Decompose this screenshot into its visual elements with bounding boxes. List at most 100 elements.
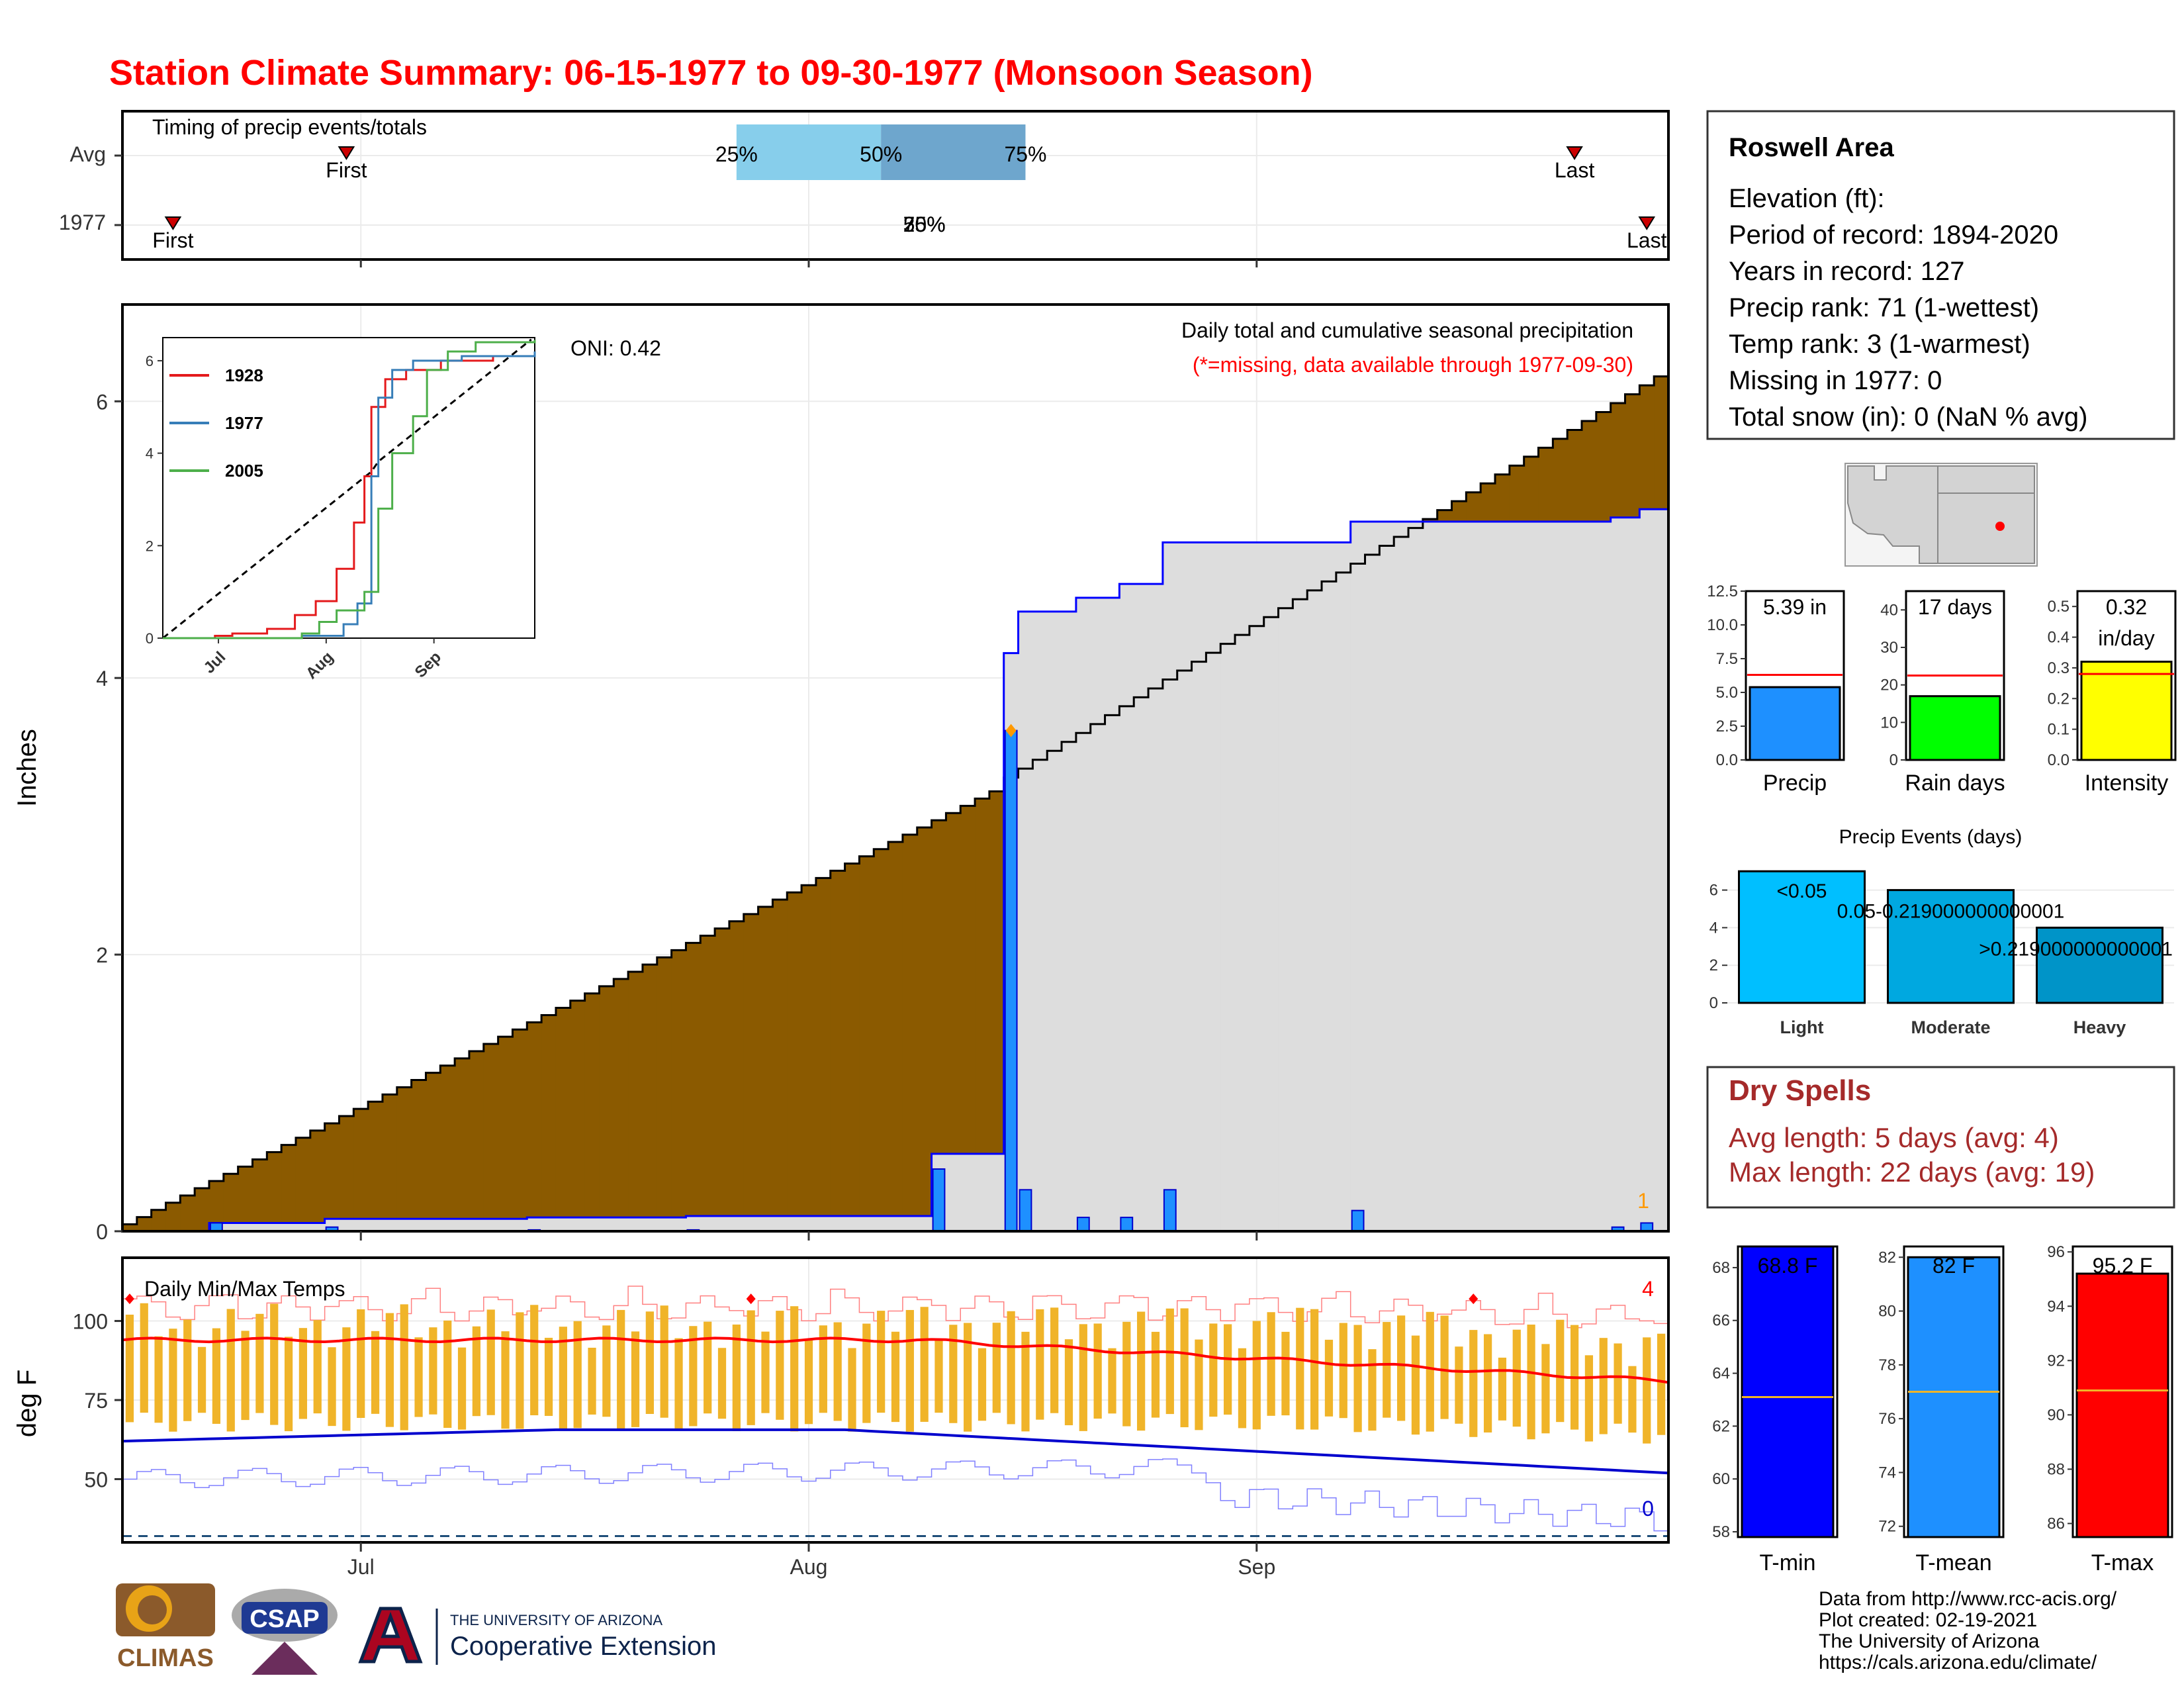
daily-temp-bar bbox=[978, 1348, 987, 1421]
daily-temp-bar bbox=[169, 1329, 177, 1432]
events-y-tick-label: 2 bbox=[1709, 957, 1718, 974]
precip-deficit-area bbox=[368, 1102, 383, 1219]
daily-temp-bar bbox=[1209, 1323, 1218, 1417]
precip-deficit-area bbox=[1451, 501, 1467, 522]
timing-q1-box bbox=[736, 124, 882, 180]
daily-temp-bar bbox=[241, 1331, 250, 1421]
precip-deficit-area bbox=[946, 813, 961, 1154]
daily-precip-bar bbox=[1351, 1209, 1365, 1233]
daily-temp-bar bbox=[1165, 1308, 1174, 1415]
mini-chart-y-tick-label: 2.5 bbox=[1716, 718, 1738, 735]
precip-deficit-area bbox=[686, 943, 701, 1217]
mini-chart-bar bbox=[1749, 686, 1841, 761]
temp-bar-y-tick-label: 88 bbox=[2047, 1460, 2065, 1478]
daily-temp-bar bbox=[920, 1307, 929, 1422]
temp-bar-label: T-min bbox=[1760, 1550, 1816, 1575]
precip-y-tick-label: 4 bbox=[96, 667, 108, 690]
daily-temp-bar bbox=[1122, 1321, 1131, 1427]
daily-precip-bar bbox=[932, 1168, 946, 1232]
figure-title: Station Climate Summary: 06-15-1977 to 0… bbox=[109, 53, 1313, 93]
daily-temp-bar bbox=[255, 1313, 264, 1413]
daily-temp-bar bbox=[1036, 1309, 1044, 1420]
daily-temp-bar bbox=[1296, 1307, 1304, 1430]
timing-q2-box bbox=[881, 124, 1026, 180]
events-bar-label: <0.05 bbox=[1777, 880, 1827, 902]
temp-bar-y-tick-label: 94 bbox=[2047, 1297, 2065, 1315]
precip-deficit-area bbox=[715, 928, 730, 1217]
observed-below-avg bbox=[1350, 563, 1366, 1231]
daily-temp-bar bbox=[964, 1323, 972, 1432]
mini-chart-y-tick-label: 5.0 bbox=[1716, 684, 1738, 702]
mini-chart-label: Precip bbox=[1763, 771, 1827, 796]
dry-spells-max: Max length: 22 days (avg: 19) bbox=[1729, 1156, 2095, 1188]
precip-deficit-area bbox=[339, 1116, 354, 1219]
info-line-missing: Missing in 1977: 0 bbox=[1729, 366, 1942, 395]
precip-deficit-area bbox=[469, 1051, 484, 1219]
precip-deficit-area bbox=[1524, 456, 1539, 522]
observed-below-avg bbox=[1075, 733, 1091, 1231]
precip-deficit-area bbox=[830, 870, 846, 1217]
x-axis-tick-label: Aug bbox=[790, 1555, 828, 1579]
precip-deficit-area bbox=[151, 1209, 166, 1231]
precip-deficit-area bbox=[1495, 474, 1510, 522]
daily-temp-bar bbox=[1584, 1355, 1594, 1442]
observed-below-avg bbox=[1249, 626, 1265, 1231]
daily-temp-bar bbox=[689, 1326, 698, 1427]
precip-deficit-area bbox=[483, 1044, 499, 1219]
observed-below-avg bbox=[1293, 599, 1308, 1231]
avg-first-marker bbox=[338, 146, 355, 160]
footer-line-data: Data from http://www.rcc-acis.org/ bbox=[1819, 1588, 2117, 1610]
precip-deficit-area bbox=[223, 1174, 239, 1223]
precip-deficit-area bbox=[628, 972, 643, 1218]
daily-temp-bar bbox=[400, 1304, 408, 1430]
daily-precip-bar bbox=[1004, 729, 1018, 1232]
footer-line-url: https://cals.arizona.edu/climate/ bbox=[1819, 1652, 2097, 1673]
daily-temp-bar bbox=[1556, 1319, 1565, 1423]
observed-below-avg bbox=[1394, 537, 1409, 1231]
daily-temp-bar bbox=[429, 1327, 437, 1415]
daily-temp-bar bbox=[1353, 1325, 1362, 1432]
precip-deficit-area bbox=[195, 1188, 210, 1231]
daily-temp-bar bbox=[125, 1315, 134, 1423]
inset-y-tick-label: 6 bbox=[146, 353, 154, 369]
precip-deficit-area bbox=[281, 1145, 296, 1223]
precip-deficit-area bbox=[700, 935, 715, 1217]
daily-temp-bar bbox=[1151, 1331, 1160, 1418]
observed-below-avg bbox=[1090, 724, 1106, 1231]
observed-cumulative-line bbox=[122, 508, 1668, 1233]
daily-temp-bar bbox=[371, 1331, 380, 1414]
precip-deficit-area bbox=[527, 1022, 542, 1218]
daily-temp-bar bbox=[1628, 1366, 1637, 1433]
daily-temp-bar bbox=[1440, 1315, 1449, 1419]
record-high-line bbox=[122, 1286, 1668, 1329]
daily-temp-bar bbox=[559, 1327, 567, 1430]
temp-bar bbox=[1907, 1256, 2001, 1538]
average-min-line bbox=[122, 1428, 1669, 1475]
daily-temp-bar bbox=[1512, 1329, 1521, 1427]
precip-deficit-area bbox=[859, 856, 874, 1217]
daily-temp-bar bbox=[819, 1325, 827, 1413]
mini-chart-y-tick-label: 0.2 bbox=[2048, 690, 2070, 708]
daily-temp-bar bbox=[833, 1322, 842, 1421]
season-totals-charts: 0.0 2.5 5.0 7.5 10.0 12.5 5.39 in Precip 0 10 20 30… bbox=[1707, 583, 2177, 796]
info-line-period: Period of record: 1894-2020 bbox=[1729, 220, 2058, 250]
daily-temp-bar bbox=[1483, 1334, 1492, 1433]
mini-chart-y-tick-label: 7.5 bbox=[1716, 650, 1738, 668]
daily-temp-bar bbox=[1252, 1321, 1261, 1430]
season-temperature-charts: 58 60 62 64 66 68 68.8 F T-min 72 74 76 78 80 82 82 F T… bbox=[1712, 1243, 2173, 1575]
daily-temp-bar bbox=[660, 1305, 668, 1418]
precip-deficit-area bbox=[801, 885, 817, 1217]
events-bar bbox=[2036, 926, 2163, 1004]
csap-logo-badge bbox=[242, 1602, 328, 1634]
events-y-tick-label: 0 bbox=[1709, 994, 1718, 1012]
year-last-marker bbox=[1638, 216, 1656, 230]
observed-below-avg bbox=[1322, 581, 1337, 1231]
map-states bbox=[1847, 465, 2035, 564]
daily-temp-bar bbox=[573, 1321, 582, 1429]
inset-legend-label: 1977 bbox=[225, 413, 263, 433]
record-high-marker bbox=[1469, 1293, 1479, 1305]
precip-deficit-area bbox=[772, 900, 788, 1217]
mini-chart-y-tick-label: 0 bbox=[1889, 751, 1898, 769]
info-line-years: Years in record: 127 bbox=[1729, 257, 1965, 286]
daily-temp-bar bbox=[905, 1309, 914, 1432]
